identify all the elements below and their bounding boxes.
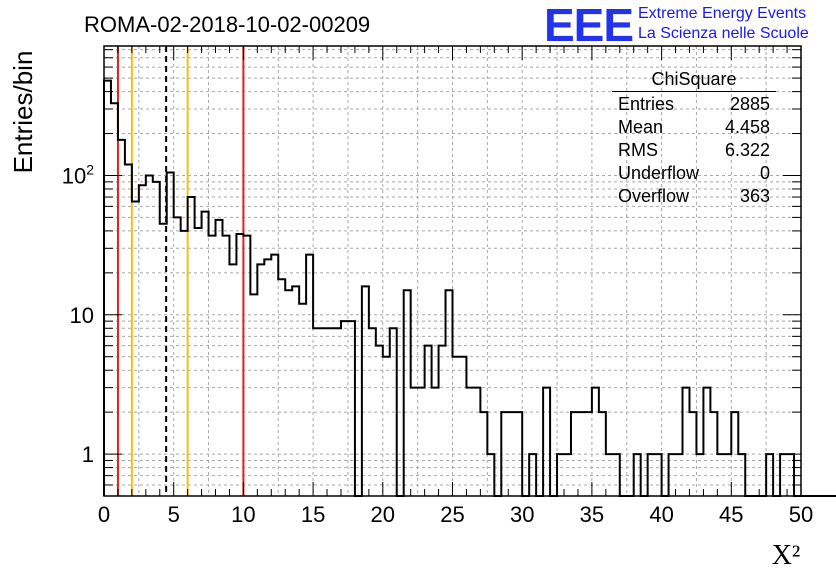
logo-caption: Extreme Energy Events La Scienza nelle S… xyxy=(638,4,809,44)
x-tick-label: 15 xyxy=(301,502,325,527)
x-tick-label: 0 xyxy=(98,502,110,527)
x-tick-label: 10 xyxy=(231,502,255,527)
y-tick-label: 10 xyxy=(70,303,94,328)
stats-value: 0 xyxy=(759,163,770,183)
stats-label: Entries xyxy=(618,94,675,114)
stats-box: ChiSquare Entries 2885 Mean 4.458 RMS 6.… xyxy=(612,68,776,207)
chart-title: ROMA-02-2018-10-02-00209 xyxy=(84,12,371,37)
stats-label: Mean xyxy=(618,117,664,137)
stats-value: 363 xyxy=(739,186,770,206)
x-tick-label: 35 xyxy=(580,502,604,527)
stats-value: 2885 xyxy=(729,94,770,114)
x-axis-label: X² xyxy=(772,540,801,571)
stats-value: 4.458 xyxy=(724,117,770,137)
stats-label: RMS xyxy=(618,140,658,160)
stats-row-underflow: Underflow 0 xyxy=(612,161,776,184)
y-axis-label: Entries/bin xyxy=(8,51,38,174)
y-tick-label: 1 xyxy=(82,442,94,467)
stats-row-overflow: Overflow 363 xyxy=(612,184,776,207)
stats-label: Underflow xyxy=(618,163,700,183)
x-tick-label: 45 xyxy=(719,502,743,527)
x-tick-label: 40 xyxy=(649,502,673,527)
x-tick-label: 50 xyxy=(789,502,813,527)
x-tick-label: 5 xyxy=(168,502,180,527)
stats-row-mean: Mean 4.458 xyxy=(612,115,776,138)
eee-logo: EEE xyxy=(544,0,634,51)
stats-value: 6.322 xyxy=(724,140,770,160)
logo-line-2: La Scienza nelle Scuole xyxy=(638,25,809,42)
stats-label: Overflow xyxy=(618,186,690,206)
stats-row-entries: Entries 2885 xyxy=(612,92,776,115)
x-tick-label: 30 xyxy=(510,502,534,527)
stats-header: ChiSquare xyxy=(612,68,776,92)
x-tick-label: 25 xyxy=(440,502,464,527)
x-tick-label: 20 xyxy=(371,502,395,527)
logo-line-1: Extreme Energy Events xyxy=(638,5,807,22)
y-tick-label: 102 xyxy=(62,161,94,188)
stats-row-rms: RMS 6.322 xyxy=(612,138,776,161)
